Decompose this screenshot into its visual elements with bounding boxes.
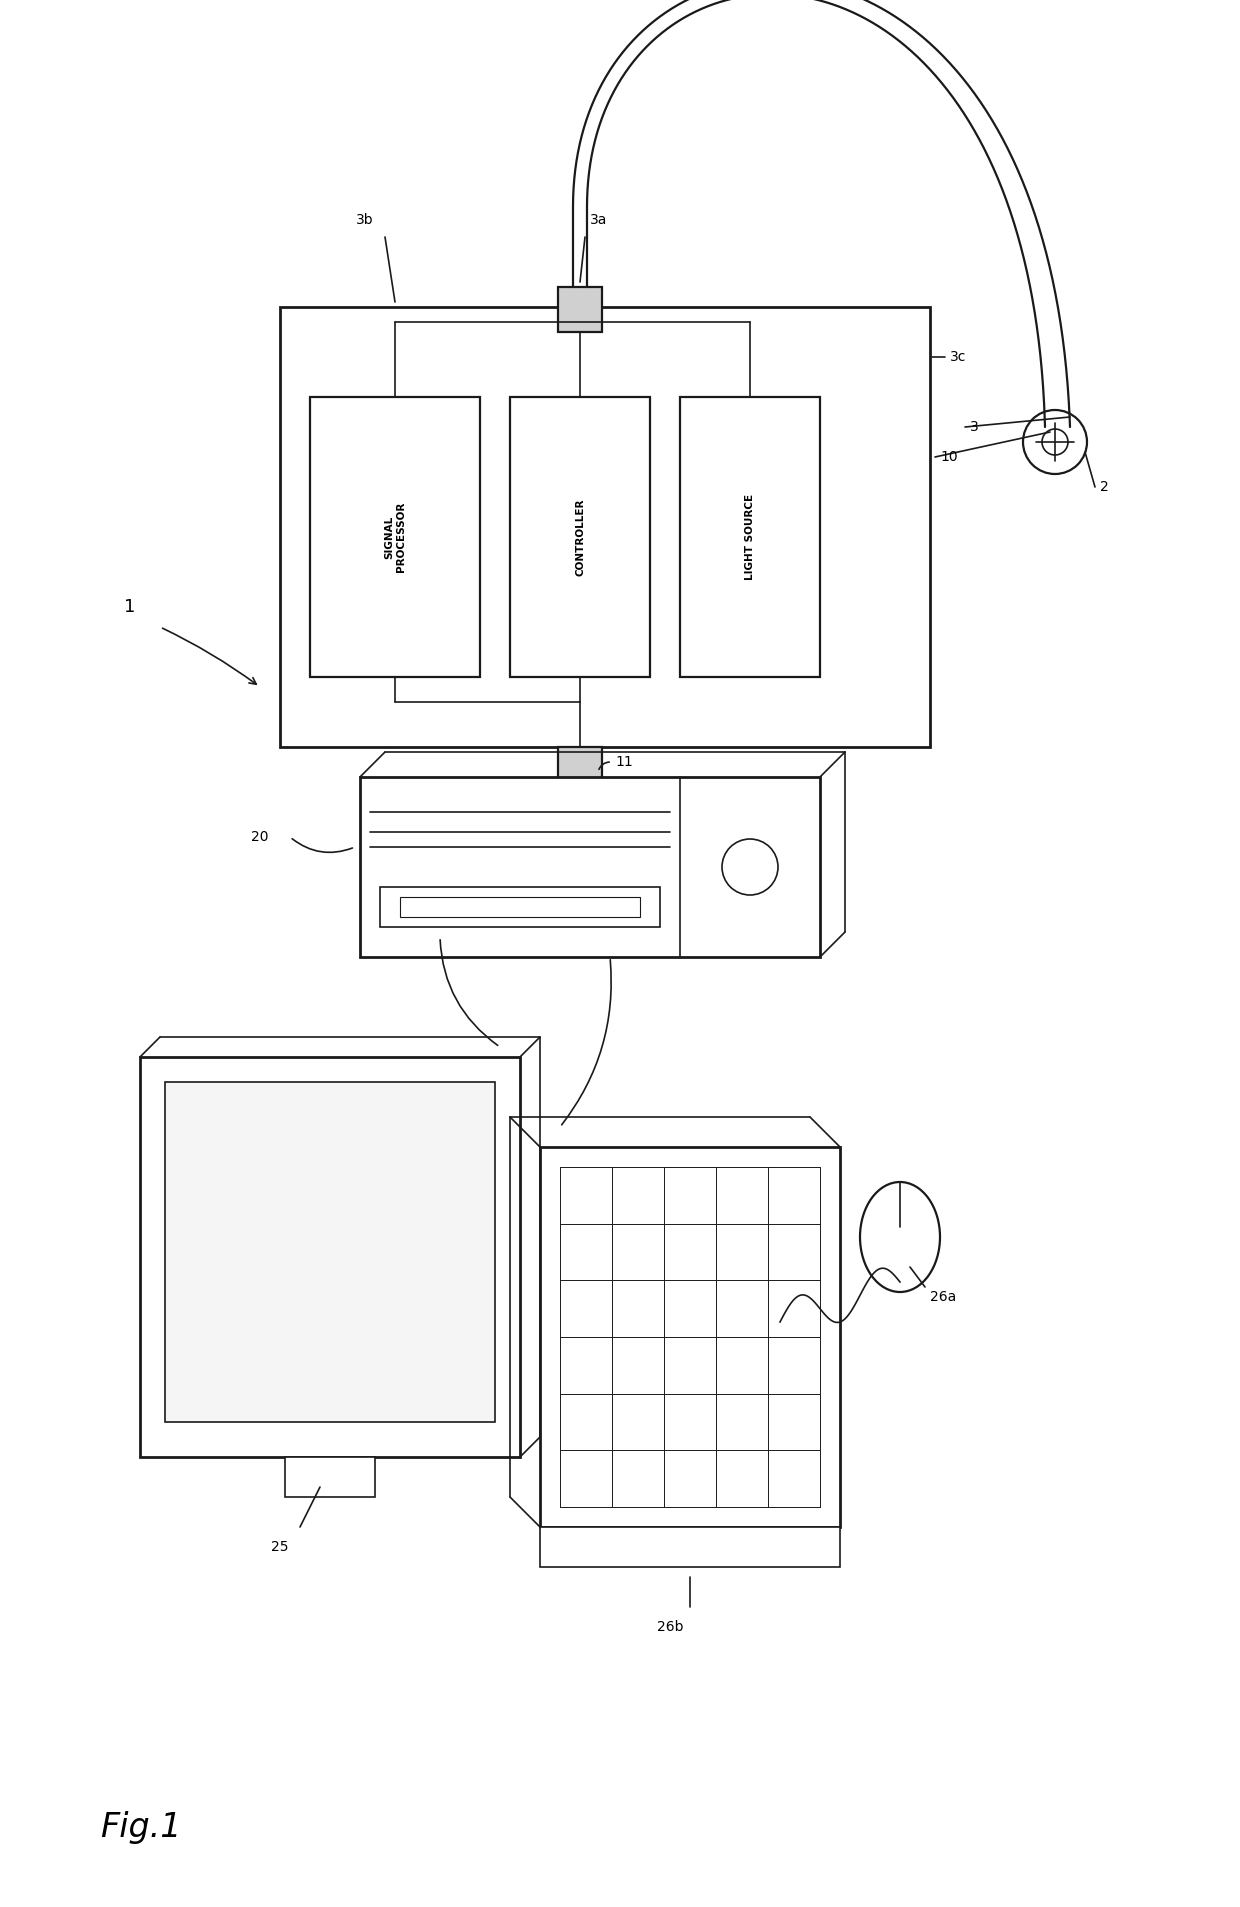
Bar	[558, 286, 601, 332]
Bar	[558, 748, 601, 782]
Bar	[280, 307, 930, 748]
Bar	[510, 397, 650, 677]
Text: LIGHT SOURCE: LIGHT SOURCE	[745, 494, 755, 580]
Bar	[310, 397, 480, 677]
Text: 25: 25	[272, 1541, 289, 1554]
Bar	[401, 896, 640, 917]
Text: 20: 20	[252, 830, 269, 845]
Text: CONTROLLER: CONTROLLER	[575, 498, 585, 576]
Bar	[285, 1457, 374, 1497]
Bar	[539, 1528, 839, 1568]
Text: 11: 11	[615, 755, 632, 769]
Text: Fig.1: Fig.1	[100, 1810, 181, 1844]
Text: 3a: 3a	[590, 214, 608, 227]
Text: 3: 3	[970, 420, 978, 435]
Bar	[165, 1081, 495, 1423]
Text: SIGNAL
PROCESSOR: SIGNAL PROCESSOR	[384, 502, 405, 572]
Bar	[140, 1056, 520, 1457]
Text: 1: 1	[124, 599, 135, 616]
Bar	[539, 1146, 839, 1528]
Bar	[360, 776, 820, 957]
Bar	[680, 397, 820, 677]
Text: 3b: 3b	[356, 214, 373, 227]
Text: 10: 10	[940, 450, 957, 463]
Text: 2: 2	[1100, 481, 1109, 494]
Text: 26b: 26b	[657, 1621, 683, 1634]
Text: 3c: 3c	[950, 351, 966, 364]
Text: 26a: 26a	[930, 1289, 956, 1304]
Bar	[379, 887, 660, 927]
